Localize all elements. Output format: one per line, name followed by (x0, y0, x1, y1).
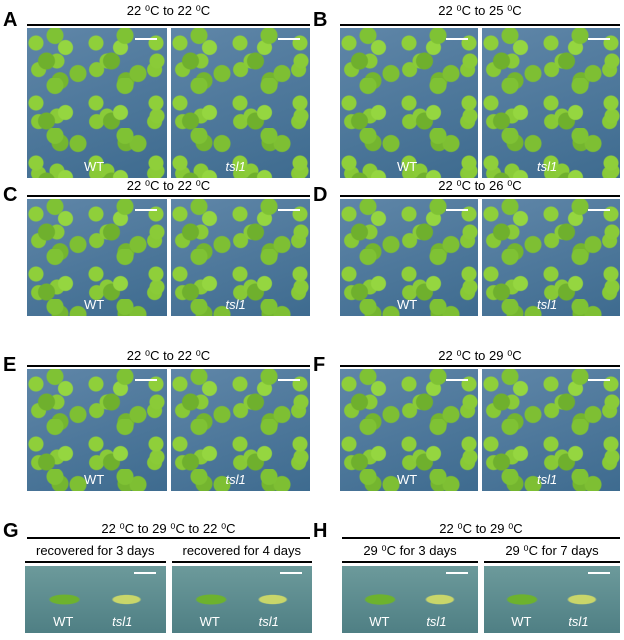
condition-rule (342, 561, 478, 563)
genotype-label: WT (84, 297, 105, 312)
panel-title: 22 ⁰C to 25 ⁰C (438, 3, 522, 18)
panel-label: H (313, 520, 328, 542)
genotype-label: tsl1 (537, 297, 558, 312)
title-rule (27, 365, 310, 367)
scale-bar (133, 572, 156, 574)
seedling-photo: WT tsl1 (342, 566, 478, 633)
seedling-photo: WT tsl1 (484, 566, 620, 633)
genotype-label: tsl1 (537, 472, 558, 487)
genotype-label: tsl1 (426, 614, 447, 629)
scale-bar (278, 379, 300, 381)
genotype-label: WT (369, 614, 390, 629)
seedling-photo: WT tsl1 (25, 566, 166, 633)
panel-title: 22 ⁰C to 26 ⁰C (438, 178, 522, 193)
genotype-label: WT (53, 614, 74, 629)
scale-bar (446, 379, 468, 381)
title-rule (340, 24, 620, 26)
panel-title: 22 ⁰C to 29 ⁰C to 22 ⁰C (101, 521, 236, 536)
condition-label: 29 ⁰C for 7 days (505, 543, 599, 558)
scale-bar (134, 379, 157, 381)
seedling-photo: tsl1 (482, 28, 620, 178)
genotype-label: WT (511, 614, 532, 629)
seedling-photo: tsl1 (170, 369, 310, 491)
scale-bar (588, 38, 610, 40)
panel-title: 22 ⁰C to 22 ⁰C (126, 348, 211, 363)
title-rule (27, 537, 310, 539)
seedling-photo: WT (27, 369, 167, 491)
scale-bar (134, 209, 157, 211)
scale-bar (446, 209, 468, 211)
condition-rule (25, 561, 166, 563)
genotype-label: tsl1 (568, 614, 589, 629)
genotype-label: tsl1 (225, 472, 246, 487)
genotype-label: WT (397, 472, 418, 487)
seedling-photo: WT (340, 199, 478, 316)
condition-rule (484, 561, 620, 563)
panel-label: F (313, 354, 326, 376)
seedling-photo: WT (340, 28, 478, 178)
scale-bar (278, 209, 300, 211)
seedling-photo: tsl1 (482, 199, 620, 316)
panel-title: 22 ⁰C to 29 ⁰C (439, 521, 523, 536)
title-rule (340, 365, 620, 367)
panel-label: C (3, 184, 18, 206)
scale-bar (134, 38, 157, 40)
genotype-label: WT (397, 297, 418, 312)
genotype-label: tsl1 (258, 614, 279, 629)
genotype-label: WT (199, 614, 220, 629)
seedling-photo: WT tsl1 (171, 566, 312, 633)
title-rule (342, 537, 620, 539)
seedling-photo: tsl1 (482, 369, 620, 491)
scale-bar (446, 38, 468, 40)
panel-title: 22 ⁰C to 22 ⁰C (126, 3, 211, 18)
seedling-photo: WT (27, 199, 167, 316)
panel-label: G (3, 520, 19, 542)
genotype-label: tsl1 (537, 159, 558, 174)
seedling-photo: tsl1 (170, 199, 310, 316)
title-rule (340, 195, 620, 197)
scale-bar (280, 572, 302, 574)
scale-bar (588, 379, 610, 381)
title-rule (27, 195, 310, 197)
condition-rule (171, 561, 312, 563)
condition-label: recovered for 3 days (35, 543, 155, 558)
scale-bar (278, 38, 300, 40)
genotype-label: tsl1 (225, 297, 246, 312)
panel-title: 22 ⁰C to 29 ⁰C (438, 348, 522, 363)
genotype-label: tsl1 (225, 159, 246, 174)
seedling-photo: WT (340, 369, 478, 491)
genotype-label: WT (397, 159, 418, 174)
scale-bar (588, 572, 610, 574)
genotype-label: WT (84, 159, 105, 174)
title-rule (27, 24, 310, 26)
scale-bar (588, 209, 610, 211)
panel-label: A (3, 9, 18, 31)
condition-label: recovered for 4 days (182, 543, 301, 558)
panel-title: 22 ⁰C to 22 ⁰C (126, 178, 211, 193)
genotype-label: WT (84, 472, 105, 487)
panel-label: D (313, 184, 328, 206)
scale-bar (446, 572, 468, 574)
panel-label: B (313, 9, 328, 31)
genotype-label: tsl1 (112, 614, 133, 629)
seedling-photo: WT (27, 28, 167, 178)
condition-label: 29 ⁰C for 3 days (363, 543, 457, 558)
panel-label: E (3, 354, 17, 376)
seedling-photo: tsl1 (170, 28, 310, 178)
